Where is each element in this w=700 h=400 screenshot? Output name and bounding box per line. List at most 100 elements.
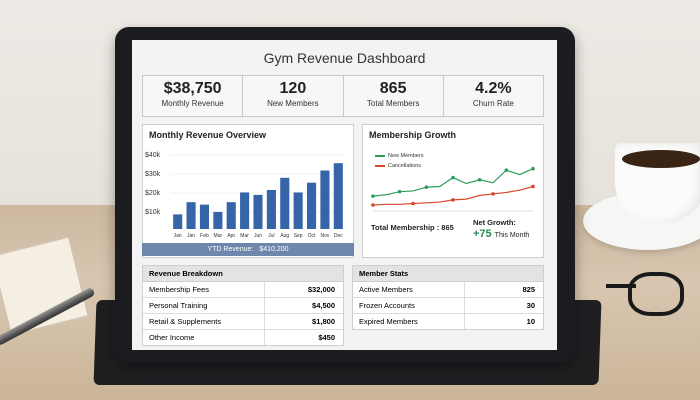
row-value: $450 [318, 333, 335, 342]
series-point [451, 175, 455, 180]
revenue-bar [240, 192, 250, 229]
kpi-new-members[interactable]: 120 New Members [243, 76, 344, 116]
eyeglasses-bridge [606, 284, 636, 288]
kpi-churn-rate[interactable]: 4.2% Churn Rate [444, 76, 543, 116]
table-row[interactable]: Other Income $450 [143, 330, 343, 345]
growth-chart-title: Membership Growth [369, 130, 457, 140]
x-tick-label: Mar [240, 233, 249, 239]
revenue-bar [293, 192, 303, 229]
legend-label: Cancellations [388, 163, 422, 169]
kpi-monthly-revenue[interactable]: $38,750 Monthly Revenue [143, 76, 244, 116]
series-point [411, 201, 415, 206]
legend-swatch-red [375, 164, 385, 167]
row-label: Frozen Accounts [353, 298, 465, 313]
legend-label: New Members [388, 153, 424, 159]
dashboard-title: Gym Revenue Dashboard [263, 50, 426, 66]
net-growth-suffix: This Month [494, 232, 530, 239]
table-row[interactable]: Frozen Accounts 30 [353, 298, 543, 314]
total-membership-label: Total Membership : 865 [371, 223, 454, 232]
x-tick-label: Feb [200, 233, 209, 239]
x-tick-label: Mar [214, 233, 223, 239]
kpi-total-members[interactable]: 865 Total Members [344, 76, 444, 116]
dashboard-screen: Gym Revenue Dashboard $38,750 Monthly Re… [132, 40, 557, 350]
revenue-bar [199, 204, 210, 229]
revenue-bar [266, 190, 276, 229]
kpi-label: Monthly Revenue [161, 99, 224, 108]
row-label: Expired Members [353, 314, 465, 329]
revenue-breakdown-table: Revenue Breakdown Membership Fees $32,00… [142, 265, 344, 346]
table-row[interactable]: Personal Training $4,500 [143, 298, 343, 314]
revenue-bar [173, 214, 183, 229]
table-row[interactable]: Expired Members 10 [353, 314, 543, 329]
kpi-value: 4.2% [475, 80, 512, 97]
x-tick-label: Sep [294, 233, 303, 239]
revenue-chart-title: Monthly Revenue Overview [149, 130, 267, 140]
row-value: $4,500 [312, 301, 335, 310]
series-line [372, 185, 534, 206]
x-tick-label: Apr [227, 233, 235, 239]
x-tick-label: Dec [334, 233, 343, 239]
revenue-bar [213, 211, 223, 229]
revenue-chart-panel: Monthly Revenue Overview $10k $20k $30k $40… [142, 124, 354, 258]
table-header: Revenue Breakdown [143, 266, 343, 282]
y-tick-label: $30k [145, 171, 161, 178]
row-value: $1,800 [312, 317, 335, 326]
row-label: Other Income [143, 330, 265, 345]
row-value: 10 [526, 317, 535, 326]
row-label: Active Members [353, 282, 465, 297]
series-point [504, 168, 509, 172]
revenue-bar-chart: $10k $20k $30k $40k Jan Jan Feb Mar Apr Mar Jun Jul… [145, 152, 345, 239]
x-tick-label: Nov [320, 233, 329, 239]
series-point [397, 189, 402, 194]
kpi-row: $38,750 Monthly Revenue 120 New Members … [142, 75, 544, 117]
eyeglasses [628, 272, 684, 316]
series-point [491, 192, 495, 196]
row-label: Membership Fees [143, 282, 265, 297]
membership-line-chart [371, 166, 535, 212]
revenue-bar [320, 170, 330, 229]
ytd-revenue-bar: YTD Revenue: $410,200 [142, 243, 354, 256]
y-tick-label: $10k [145, 209, 161, 216]
kpi-label: Churn Rate [472, 99, 514, 108]
row-value: $32,000 [307, 285, 335, 294]
kpi-label: New Members [267, 99, 319, 108]
x-tick-label: Jan [174, 233, 182, 239]
x-tick-label: Aug [280, 233, 289, 239]
kpi-value: 120 [279, 80, 307, 97]
table-header: Member Stats [353, 266, 543, 282]
row-label: Retail & Supplements [143, 314, 265, 329]
y-tick-label: $20k [145, 190, 161, 197]
kpi-value: 865 [379, 80, 407, 97]
revenue-bar [333, 163, 343, 229]
row-value: 825 [522, 285, 535, 294]
row-label: Personal Training [143, 298, 265, 313]
x-tick-label: Jul [268, 233, 274, 239]
revenue-bar [186, 202, 196, 229]
series-point [424, 185, 429, 190]
legend-swatch-green [375, 154, 385, 157]
series-point [531, 184, 535, 189]
revenue-bar [226, 202, 236, 229]
series-point [531, 166, 535, 171]
series-point [477, 178, 482, 182]
kpi-value: $38,750 [163, 80, 222, 97]
table-row[interactable]: Active Members 825 [353, 282, 543, 298]
net-growth-value: +75 [473, 228, 492, 240]
x-tick-label: Jan [187, 233, 195, 239]
growth-chart-panel: Membership Growth New Members Cancellati… [362, 124, 544, 258]
legend-cancellations: Cancellations [375, 163, 421, 169]
x-tick-label: Jun [254, 233, 262, 239]
net-growth-value-wrap: +75 This Month [473, 228, 529, 240]
x-tick-label: Oct [308, 233, 316, 239]
series-point [371, 194, 375, 198]
revenue-bar [306, 182, 317, 229]
y-tick-label: $40k [145, 152, 161, 159]
member-stats-table: Member Stats Active Members 825 Frozen A… [352, 265, 544, 330]
table-row[interactable]: Membership Fees $32,000 [143, 282, 343, 298]
revenue-bar [253, 194, 263, 229]
row-value: 30 [526, 301, 535, 310]
coffee [622, 150, 700, 168]
table-row[interactable]: Retail & Supplements $1,800 [143, 314, 343, 330]
kpi-label: Total Members [366, 99, 420, 108]
series-point [371, 203, 375, 207]
